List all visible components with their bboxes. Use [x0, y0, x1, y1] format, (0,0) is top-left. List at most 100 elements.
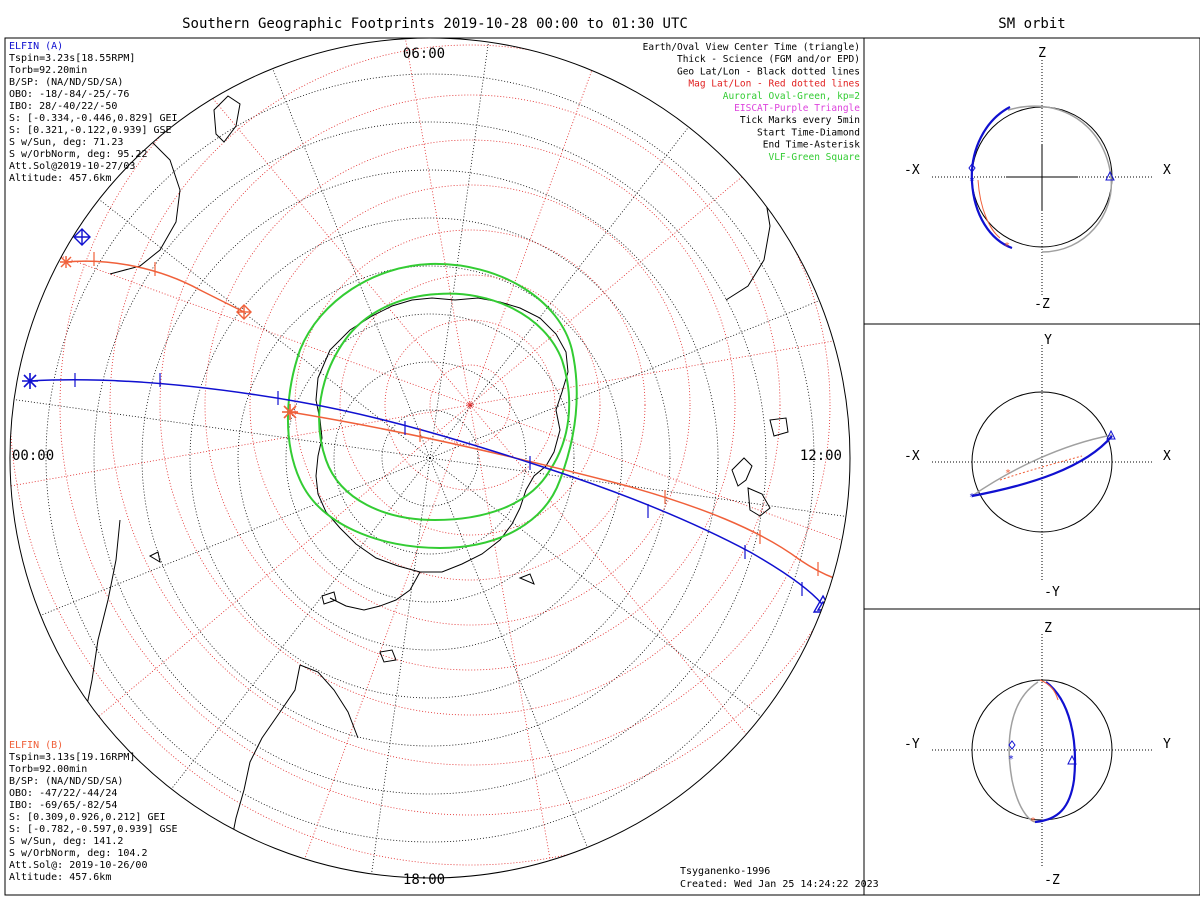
info-line: Tspin=3.13s[19.16RPM]	[9, 752, 135, 763]
probe-b-info: ELFIN (B) Tspin=3.13s[19.16RPM]Torb=92.0…	[9, 740, 178, 883]
orbit-diamond	[1008, 740, 1016, 750]
south-america-coastline	[225, 664, 301, 878]
orbit-panel-yz: * * Z -Z -Y Y	[904, 621, 1171, 888]
orbit-asterisk: *	[969, 176, 975, 187]
mag-longitude-line	[71, 404, 471, 740]
orbit-gray-arc	[1007, 105, 1113, 253]
africa-south-coast	[109, 139, 181, 275]
orbit-triangle	[1067, 754, 1077, 765]
new-zealand-north	[747, 487, 771, 517]
info-line: OBO: -18/-84/-25/-76	[9, 89, 129, 100]
orbit-panel-xz-frame	[863, 37, 1200, 325]
legend-entry: EISCAT-Purple Triangle	[734, 103, 860, 114]
probe-a-end-asterisk	[22, 373, 38, 389]
probe-a-track	[29, 379, 823, 605]
mag-pole-marker	[467, 402, 473, 408]
legend-entry: Thick - Science (FGM and/or EPD)	[677, 54, 860, 65]
legend-entry: Earth/Oval View Center Time (triangle)	[643, 42, 860, 53]
geo-latitude-circle	[141, 169, 719, 747]
geo-longitude-line	[429, 296, 829, 459]
coastlines	[75, 89, 789, 878]
probe-b-end-asterisk	[282, 404, 298, 420]
probe-b-name: ELFIN (B)	[9, 740, 63, 751]
new-zealand-south	[731, 457, 753, 487]
figure-title: Southern Geographic Footprints 2019-10-2…	[182, 16, 688, 32]
info-line: S: [0.321,-0.122,0.939] GSE	[9, 125, 172, 136]
info-line: Tspin=3.23s[18.55RPM]	[9, 53, 135, 64]
mag-longitude-line	[469, 404, 850, 584]
geo-latitude-circle	[237, 265, 623, 651]
info-line: Altitude: 457.6km	[9, 872, 111, 883]
orbit-probe-a	[1034, 681, 1077, 824]
model-label: Tsyganenko-1996	[680, 866, 770, 877]
sub-antarctic-islands	[148, 551, 535, 585]
created-label: Created: Wed Jan 25 14:24:22 2023	[680, 879, 879, 890]
info-line: S: [-0.782,-0.597,0.939] GSE	[9, 824, 178, 835]
legend-entry: VLF-Green Square	[768, 152, 860, 163]
clock-label-left: 00:00	[12, 448, 54, 464]
axis-label-left: -Y	[904, 737, 920, 752]
orbit-probe-a	[971, 435, 1113, 498]
probe-a-tick-marks	[74, 373, 803, 596]
geo-latitude-circle	[285, 313, 575, 603]
orbit-panel-xy-frame	[863, 323, 1200, 610]
mag-longitude-line	[10, 404, 471, 496]
info-line: Altitude: 457.6km	[9, 173, 111, 184]
info-line: S: [-0.334,-0.446,0.829] GEI	[9, 113, 178, 124]
antarctic-peninsula	[329, 571, 421, 611]
legend: Earth/Oval View Center Time (triangle)Th…	[643, 42, 861, 163]
orbit-triangle	[1105, 170, 1115, 181]
probe-a-start-diamond	[73, 228, 91, 246]
orbit-probe-b	[977, 179, 1001, 239]
geo-longitude-line	[429, 457, 592, 857]
axis-label-bottom: -Y	[1044, 585, 1060, 600]
info-line: Torb=92.00min	[9, 764, 87, 775]
legend-entry: Auroral Oval-Green, kp=2	[723, 91, 860, 102]
mag-latitude-circle	[109, 44, 831, 766]
south-georgia	[321, 591, 337, 605]
mag-latitude-circle	[384, 319, 556, 491]
clock-label-top: 06:00	[403, 46, 445, 62]
probe-b-track-segment-1	[65, 260, 245, 313]
info-line: S w/Sun, deg: 141.2	[9, 836, 123, 847]
legend-entry: Tick Marks every 5min	[740, 115, 860, 126]
geo-longitude-line	[369, 457, 431, 878]
orbit-gray-arc	[971, 434, 1113, 497]
orbit-probe-b	[999, 455, 1083, 481]
info-line: Att.Sol@2019-10-27/03	[9, 161, 135, 172]
orbit-probe-a	[970, 106, 1013, 250]
axis-label-top: Z	[1044, 621, 1052, 636]
mag-latitude-circle	[204, 139, 736, 671]
axis-label-top: Z	[1038, 46, 1046, 61]
mag-longitude-line	[469, 38, 649, 406]
mag-grid	[10, 38, 850, 878]
mag-longitude-line	[469, 404, 561, 878]
probe-b-start-diamond	[236, 304, 252, 320]
probe-b-tick-marks	[93, 252, 819, 576]
info-line: B/SP: (NA/ND/SD/SA)	[9, 77, 123, 88]
geo-longitude-line	[10, 397, 431, 459]
geo-latitude-circle	[333, 361, 527, 555]
auroral-oval-inner	[318, 292, 571, 522]
probe-b-track-segment-2	[289, 411, 835, 579]
info-line: S: [0.309,0.926,0.212] GEI	[9, 812, 166, 823]
geo-grid	[10, 38, 850, 878]
axis-label-right: X	[1163, 449, 1171, 464]
orbit-asterisk-b: *	[1004, 241, 1010, 252]
orbit-asterisk: *	[969, 492, 975, 503]
geo-longitude-line	[31, 457, 431, 620]
probe-a-info: ELFIN (A) Tspin=3.23s[18.55RPM]Torb=92.2…	[9, 41, 178, 184]
orbit-panel-xy: * * Y -Y -X X	[904, 333, 1171, 600]
south-america-east-coast	[299, 664, 359, 739]
mag-latitude-circle	[159, 94, 781, 716]
info-line: IBO: -69/65/-82/54	[9, 800, 117, 811]
mag-latitude-circle	[249, 184, 691, 626]
info-line: B/SP: (NA/ND/SD/SA)	[9, 776, 123, 787]
info-line: Torb=92.20min	[9, 65, 87, 76]
mag-latitude-circle	[59, 38, 850, 816]
geo-latitude-circle	[189, 217, 671, 699]
mag-latitude-circle	[429, 364, 511, 446]
info-line: S w/OrbNorm, deg: 104.2	[9, 848, 147, 859]
orbit-asterisk-b: *	[1005, 468, 1011, 479]
axis-label-left: -X	[904, 449, 920, 464]
